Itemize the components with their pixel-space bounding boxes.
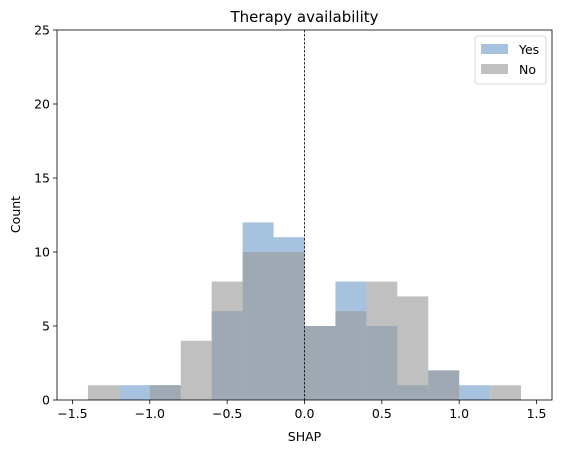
bar-no-8 bbox=[335, 311, 367, 400]
x-tick-label: −1.5 bbox=[57, 406, 87, 421]
y-tick-label: 15 bbox=[34, 171, 50, 186]
bar-no-7 bbox=[304, 326, 336, 400]
x-tick-label: 1.5 bbox=[527, 406, 547, 421]
bar-yes-12 bbox=[459, 385, 491, 400]
bar-no-0 bbox=[87, 385, 119, 400]
x-axis-label: SHAP bbox=[288, 429, 322, 444]
bar-no-13 bbox=[490, 385, 522, 400]
legend-swatch-yes bbox=[481, 44, 508, 54]
y-tick-label: 0 bbox=[42, 393, 50, 408]
bar-no-6 bbox=[273, 252, 305, 400]
bar-no-11 bbox=[428, 370, 460, 400]
bar-yes-1 bbox=[118, 385, 150, 400]
x-tick-label: −0.5 bbox=[212, 406, 242, 421]
x-tick-label: 0.0 bbox=[295, 406, 315, 421]
y-tick-label: 20 bbox=[34, 97, 50, 112]
y-axis-label: Count bbox=[8, 196, 23, 233]
legend-label-yes: Yes bbox=[518, 42, 539, 57]
legend: Yes No bbox=[474, 35, 547, 85]
bar-no-4 bbox=[211, 281, 243, 400]
x-tick-label: 1.0 bbox=[449, 406, 469, 421]
bar-no-5 bbox=[242, 252, 274, 400]
y-tick-label: 5 bbox=[42, 319, 50, 334]
legend-swatch-no bbox=[481, 64, 508, 74]
y-tick-label: 25 bbox=[34, 23, 50, 38]
chart-title: Therapy availability bbox=[230, 8, 379, 26]
y-tick-label: 10 bbox=[34, 245, 50, 260]
legend-label-no: No bbox=[519, 62, 536, 77]
bar-no-3 bbox=[180, 340, 212, 400]
bar-no-10 bbox=[397, 296, 429, 400]
bar-no-2 bbox=[149, 385, 181, 400]
x-tick-label: 0.5 bbox=[372, 406, 392, 421]
bar-no-9 bbox=[366, 281, 398, 400]
x-tick-label: −1.0 bbox=[135, 406, 165, 421]
